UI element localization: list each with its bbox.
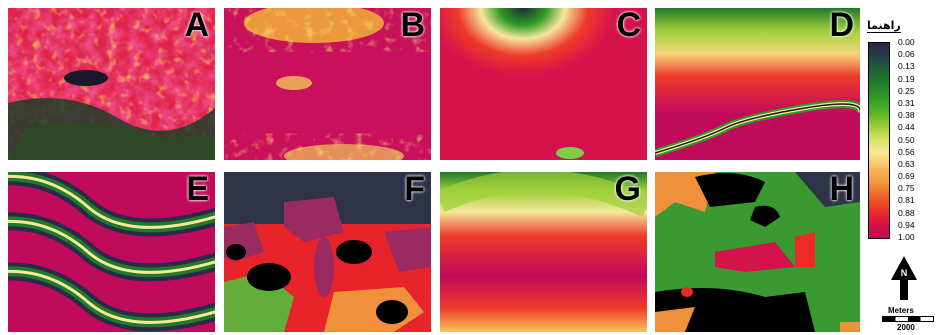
panel-label-a: A (184, 8, 209, 44)
map-panel-f: F (224, 172, 431, 332)
panel-label-b: B (400, 8, 425, 44)
north-letter: N (901, 268, 908, 278)
legend-tick-label: 0.69 (898, 171, 915, 182)
legend-tick-label: 0.25 (898, 85, 915, 96)
legend-ticks: 0.00 0.06 0.13 0.19 0.25 0.31 0.38 0.44 0.50 0.56… (898, 38, 938, 243)
legend-tick-label: 0.63 (898, 158, 915, 169)
map-panel-c: C (440, 8, 647, 160)
scale-bar-graphic (882, 316, 934, 322)
panel-label-d: D (829, 8, 854, 44)
map-panel-b: B (224, 8, 431, 160)
panel-label-f: F (404, 172, 425, 208)
map-a-raster (8, 8, 215, 160)
map-f-raster (224, 172, 431, 332)
legend-title: راهنما (867, 20, 901, 33)
scale-value: 2000 (897, 323, 915, 332)
legend-tick-label: 0.19 (898, 73, 915, 84)
legend-tick-label: 0.56 (898, 146, 915, 157)
map-panel-e: E (8, 172, 215, 332)
scale-unit: Meters (888, 306, 914, 315)
panel-label-g: G (614, 172, 641, 208)
map-b-raster (224, 8, 431, 160)
legend-tick-label: 0.31 (898, 97, 915, 108)
panel-label-c: C (616, 8, 641, 44)
map-d-raster (655, 8, 860, 160)
map-e-raster (8, 172, 215, 332)
map-panel-d: D (655, 8, 860, 160)
legend-tick-label: 0.88 (898, 207, 915, 218)
map-c-raster (440, 8, 647, 160)
north-arrow-icon: N (889, 256, 919, 300)
legend-tick-label: 0.44 (898, 122, 915, 133)
legend-tick-label: 0.06 (898, 49, 915, 60)
legend-tick-label: 0.38 (898, 110, 915, 121)
map-g-raster (440, 172, 647, 332)
legend-tick-label: 0.00 (898, 37, 915, 47)
legend: راهنما 0.00 0.06 0.13 0.19 0.25 0.31 0.38 0.44 0… (862, 16, 940, 326)
legend-tick-label: 0.50 (898, 134, 915, 145)
legend-tick-label: 0.13 (898, 61, 915, 72)
panel-label-e: E (186, 172, 209, 208)
legend-tick-label: 0.75 (898, 183, 915, 194)
scale-bar: Meters 2000 (880, 306, 938, 334)
legend-tick-label: 0.94 (898, 219, 915, 230)
map-h-raster (655, 172, 860, 332)
map-panel-a: A (8, 8, 215, 160)
panel-label-h: H (829, 172, 854, 208)
map-panel-g: G (440, 172, 647, 332)
legend-tick-label: 0.81 (898, 195, 915, 206)
map-panel-h: H (655, 172, 860, 332)
legend-color-ramp (868, 42, 890, 239)
legend-tick-label: 1.00 (898, 232, 915, 242)
